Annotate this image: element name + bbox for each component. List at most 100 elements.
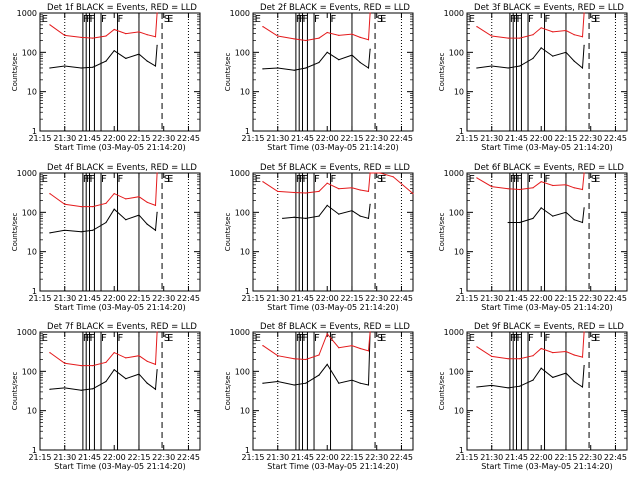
events-point <box>156 369 158 371</box>
event-label: F <box>86 333 92 344</box>
lld-point <box>583 172 585 174</box>
lld-point <box>369 331 371 333</box>
y-tick-label: 100 <box>449 367 464 376</box>
lld-point <box>156 12 158 14</box>
lld-point <box>491 35 493 37</box>
lld-point <box>154 204 157 206</box>
panel-det-7: Det 7f BLACK = Events, RED = LLD 1 10 100 10… <box>11 322 201 471</box>
y-tick-label: 10 <box>240 248 250 257</box>
y-tick-label: 100 <box>22 48 37 57</box>
event-label: F <box>545 174 551 185</box>
lld-point <box>146 34 148 36</box>
y-tick-label: 1000 <box>444 169 464 178</box>
x-tick-label: 21:15 <box>241 294 264 303</box>
x-tick-label: 22:30 <box>152 294 175 303</box>
events-point <box>80 389 82 391</box>
event-label: F <box>331 174 337 185</box>
event-label: F <box>510 333 516 344</box>
lld-point <box>326 31 328 34</box>
events-point <box>138 373 140 375</box>
event-label: F <box>83 174 89 185</box>
event-label: F <box>516 14 522 25</box>
events-point <box>507 221 509 224</box>
events-point <box>305 217 307 219</box>
lld-point <box>351 345 353 347</box>
x-tick-label: 22:45 <box>177 134 200 143</box>
x-tick-label: 22:15 <box>554 134 577 143</box>
events-point <box>318 374 320 376</box>
event-label: S <box>591 174 597 185</box>
lld-point <box>476 177 478 179</box>
lld-point <box>581 356 584 358</box>
y-tick-label: 1000 <box>230 328 250 337</box>
lld-point <box>338 188 340 190</box>
panel-det-4: Det 4f BLACK = Events, RED = LLD 1 10 100 10… <box>11 163 201 312</box>
y-tick-label: 1000 <box>230 169 250 178</box>
x-tick-label: 21:30 <box>53 134 76 143</box>
lld-point <box>540 181 542 183</box>
event-label: F <box>299 174 305 185</box>
lld-point <box>277 35 279 37</box>
event-label: S <box>591 14 597 25</box>
lld-point <box>519 358 521 360</box>
events-point <box>154 229 157 231</box>
lld-point <box>507 358 509 360</box>
event-label: F <box>314 14 320 25</box>
x-axis-label: Start Time (03-May-05 21:14:20) <box>54 303 185 312</box>
lld-point <box>92 206 94 208</box>
event-label: S <box>164 14 170 25</box>
x-axis-label: Start Time (03-May-05 21:14:20) <box>481 462 612 471</box>
panel-det-8: Det 8f BLACK = Events, RED = LLD 1 10 100 10… <box>224 322 414 471</box>
y-tick-label: 10 <box>454 248 464 257</box>
events-point <box>64 387 66 389</box>
x-tick-label: 22:00 <box>316 453 339 462</box>
event-label: F <box>314 174 320 185</box>
event-label: E <box>167 174 173 185</box>
series-events-line <box>282 204 371 220</box>
panel-title: Det 1f BLACK = Events, RED = LLD <box>47 3 197 13</box>
lld-point <box>565 29 567 32</box>
x-tick-label: 22:45 <box>177 294 200 303</box>
event-label: F <box>510 14 516 25</box>
x-axis-label: Start Time (03-May-05 21:14:20) <box>54 143 185 152</box>
lld-point <box>476 26 478 28</box>
events-point <box>507 387 509 389</box>
x-axis-label: Start Time (03-May-05 21:14:20) <box>267 462 398 471</box>
x-axis-label: Start Time (03-May-05 21:14:20) <box>481 303 612 312</box>
y-tick-label: 100 <box>235 48 250 57</box>
series-lld-line <box>262 172 414 194</box>
lld-point <box>351 187 353 189</box>
events-point <box>519 65 521 67</box>
events-point <box>49 388 51 390</box>
event-label: F <box>513 174 519 185</box>
y-tick-label: 1 <box>245 127 250 136</box>
lld-point <box>293 38 295 40</box>
y-tick-label: 1000 <box>230 9 250 18</box>
event-label: F <box>101 14 107 25</box>
x-tick-label: 22:15 <box>127 453 150 462</box>
event-label: F <box>528 174 534 185</box>
plot-frame <box>39 12 201 132</box>
x-tick-label: 22:30 <box>365 453 388 462</box>
x-tick-label: 21:15 <box>455 134 478 143</box>
lld-point <box>369 172 371 174</box>
x-tick-label: 21:30 <box>266 134 289 143</box>
panel-det-1: Det 1f BLACK = Events, RED = LLD 1 10 100 10… <box>11 3 201 152</box>
events-point <box>293 384 295 386</box>
y-axis-label: Counts/sec <box>11 213 19 252</box>
panel-det-5: Det 5f BLACK = Events, RED = LLD 1 10 100 10… <box>224 163 414 312</box>
y-tick-label: 1000 <box>17 169 37 178</box>
event-label: F <box>516 174 522 185</box>
lld-point <box>156 331 158 333</box>
lld-point <box>156 172 158 174</box>
event-label: F <box>83 333 89 344</box>
lld-point <box>125 198 127 200</box>
lld-point <box>552 31 554 33</box>
y-tick-label: 100 <box>449 208 464 217</box>
lld-point <box>92 37 94 39</box>
lld-point <box>581 188 584 191</box>
y-tick-label: 100 <box>235 208 250 217</box>
plot-frame <box>39 172 201 292</box>
lld-point <box>359 36 361 39</box>
series-events-line <box>476 365 585 389</box>
